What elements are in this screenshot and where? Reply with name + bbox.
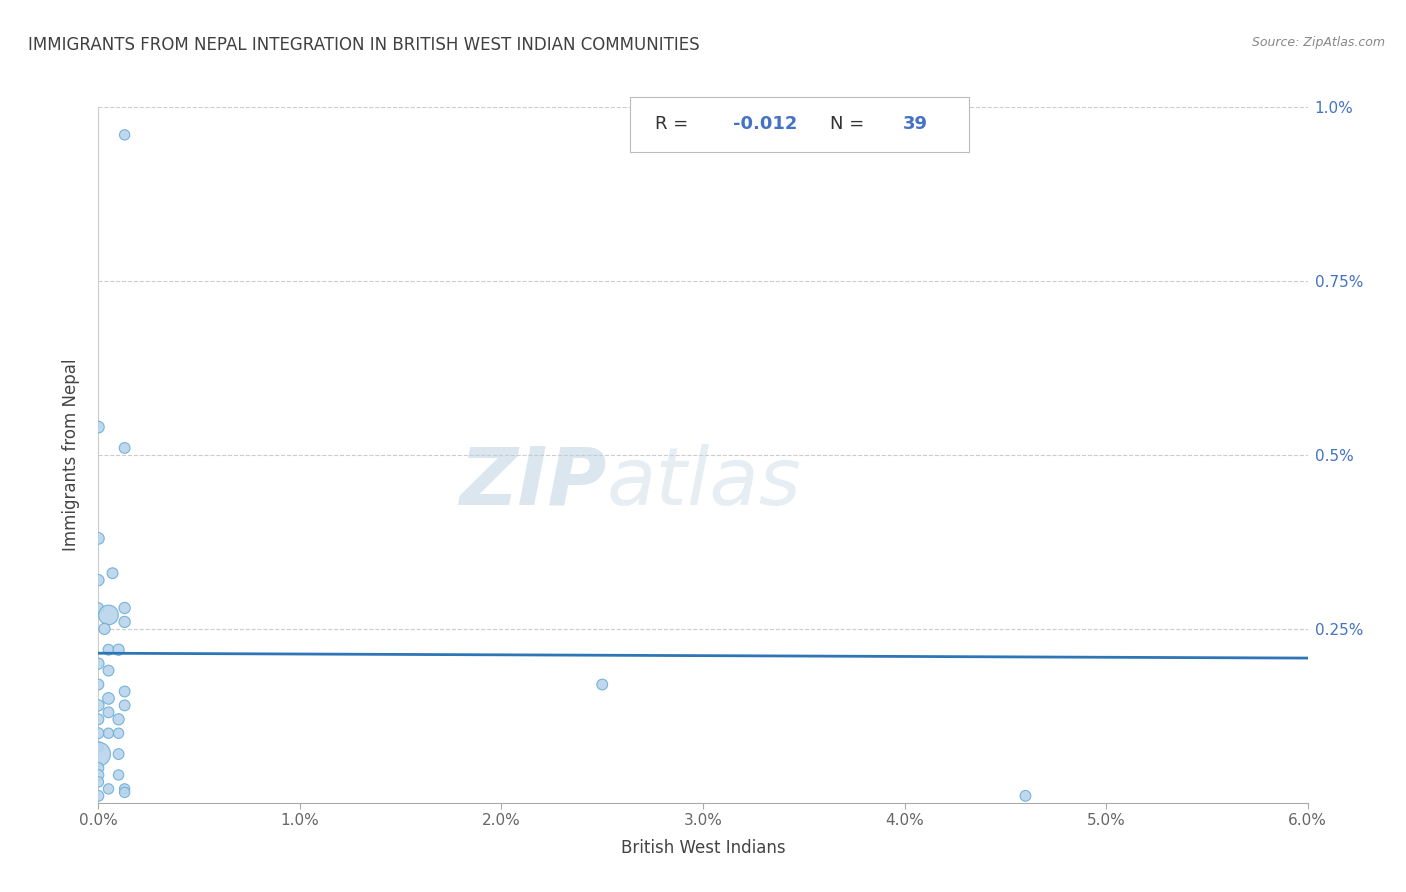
Point <box>107 712 129 726</box>
Point <box>591 677 613 691</box>
Point <box>97 726 120 740</box>
Point <box>87 740 110 755</box>
Point <box>1014 789 1036 803</box>
Point <box>87 712 110 726</box>
Text: -0.012: -0.012 <box>734 115 797 134</box>
Text: R =: R = <box>655 115 693 134</box>
Point <box>107 642 129 657</box>
Text: ZIP: ZIP <box>458 443 606 522</box>
Point <box>93 622 115 636</box>
Point <box>87 775 110 789</box>
Point <box>87 420 110 434</box>
Point <box>114 601 136 615</box>
Point <box>87 747 110 761</box>
Point <box>97 642 120 657</box>
Point <box>87 768 110 782</box>
Point <box>87 761 110 775</box>
Point <box>101 566 124 581</box>
Point <box>87 573 110 587</box>
Point <box>114 128 136 142</box>
Y-axis label: Immigrants from Nepal: Immigrants from Nepal <box>62 359 80 551</box>
Text: IMMIGRANTS FROM NEPAL INTEGRATION IN BRITISH WEST INDIAN COMMUNITIES: IMMIGRANTS FROM NEPAL INTEGRATION IN BRI… <box>28 36 700 54</box>
Point <box>107 747 129 761</box>
Point <box>107 726 129 740</box>
Point <box>114 698 136 713</box>
Point <box>87 726 110 740</box>
Point <box>87 532 110 546</box>
Point <box>87 677 110 691</box>
Point <box>97 691 120 706</box>
Point <box>97 706 120 720</box>
Point <box>114 785 136 799</box>
Text: 39: 39 <box>903 115 928 134</box>
Point <box>114 781 136 796</box>
Text: atlas: atlas <box>606 443 801 522</box>
Text: N =: N = <box>830 115 870 134</box>
Point <box>114 684 136 698</box>
FancyBboxPatch shape <box>630 96 969 153</box>
Point <box>114 615 136 629</box>
X-axis label: British West Indians: British West Indians <box>620 839 786 857</box>
Point <box>87 601 110 615</box>
Point <box>87 698 110 713</box>
Point <box>114 441 136 455</box>
Point <box>97 664 120 678</box>
Point <box>97 607 120 622</box>
Text: Source: ZipAtlas.com: Source: ZipAtlas.com <box>1251 36 1385 49</box>
Point <box>87 789 110 803</box>
Point <box>87 657 110 671</box>
Point <box>97 781 120 796</box>
Point <box>107 768 129 782</box>
